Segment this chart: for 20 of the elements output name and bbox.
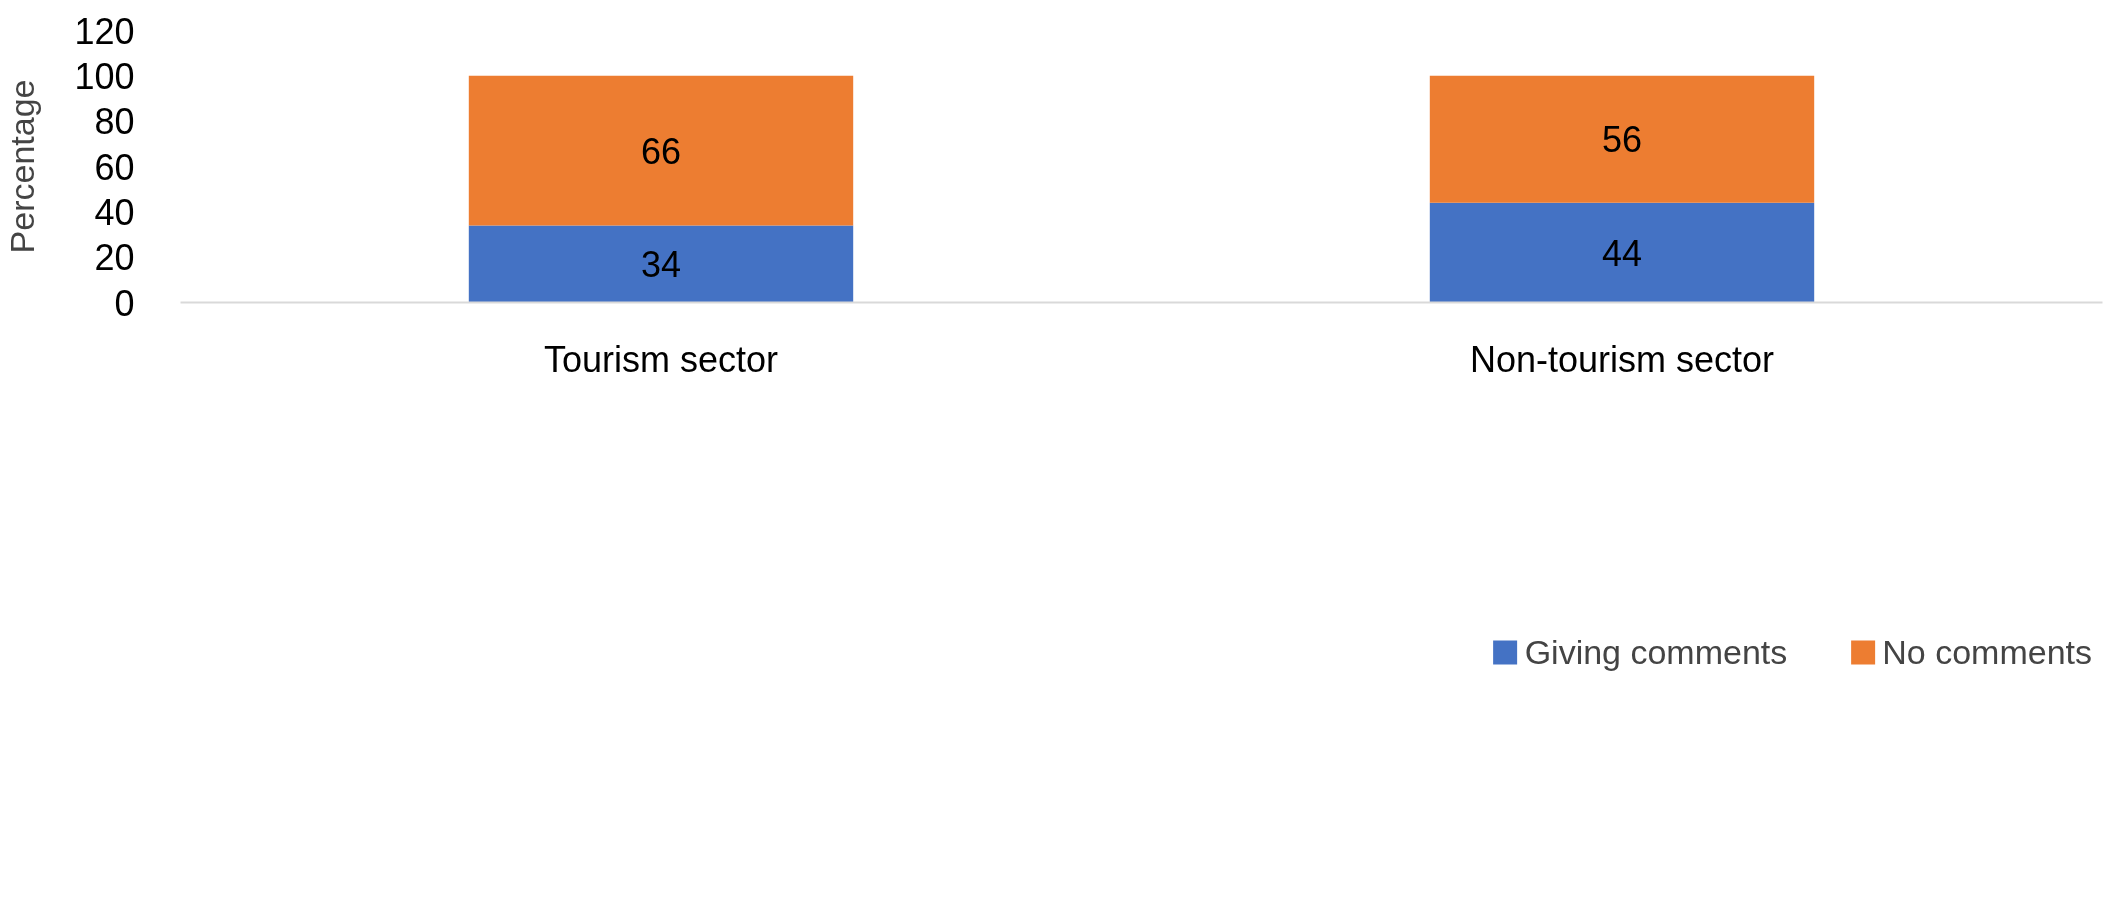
y-tick-label: 100 — [74, 55, 135, 97]
bar — [468, 225, 854, 303]
legend-label: No comments — [1882, 632, 2092, 672]
y-axis-title: Percentage — [3, 79, 42, 254]
y-tick-label: 60 — [94, 146, 135, 188]
y-tick-label: 0 — [114, 282, 135, 324]
data-label: 66 — [640, 130, 682, 172]
data-label: 56 — [1601, 119, 1643, 161]
bar — [1429, 202, 1815, 303]
data-label: 44 — [1601, 232, 1643, 274]
data-label: 34 — [640, 243, 682, 285]
legend-label: Giving comments — [1524, 632, 1788, 672]
bar — [468, 75, 854, 226]
x-tick-label: Tourism sector — [543, 338, 779, 380]
x-tick-label: Non-tourism sector — [1469, 338, 1775, 380]
y-tick-label: 40 — [94, 191, 135, 233]
y-tick-label: 20 — [94, 237, 135, 279]
y-tick-label: 80 — [94, 101, 135, 143]
y-tick-label: 120 — [74, 10, 135, 52]
bar — [1429, 75, 1815, 203]
